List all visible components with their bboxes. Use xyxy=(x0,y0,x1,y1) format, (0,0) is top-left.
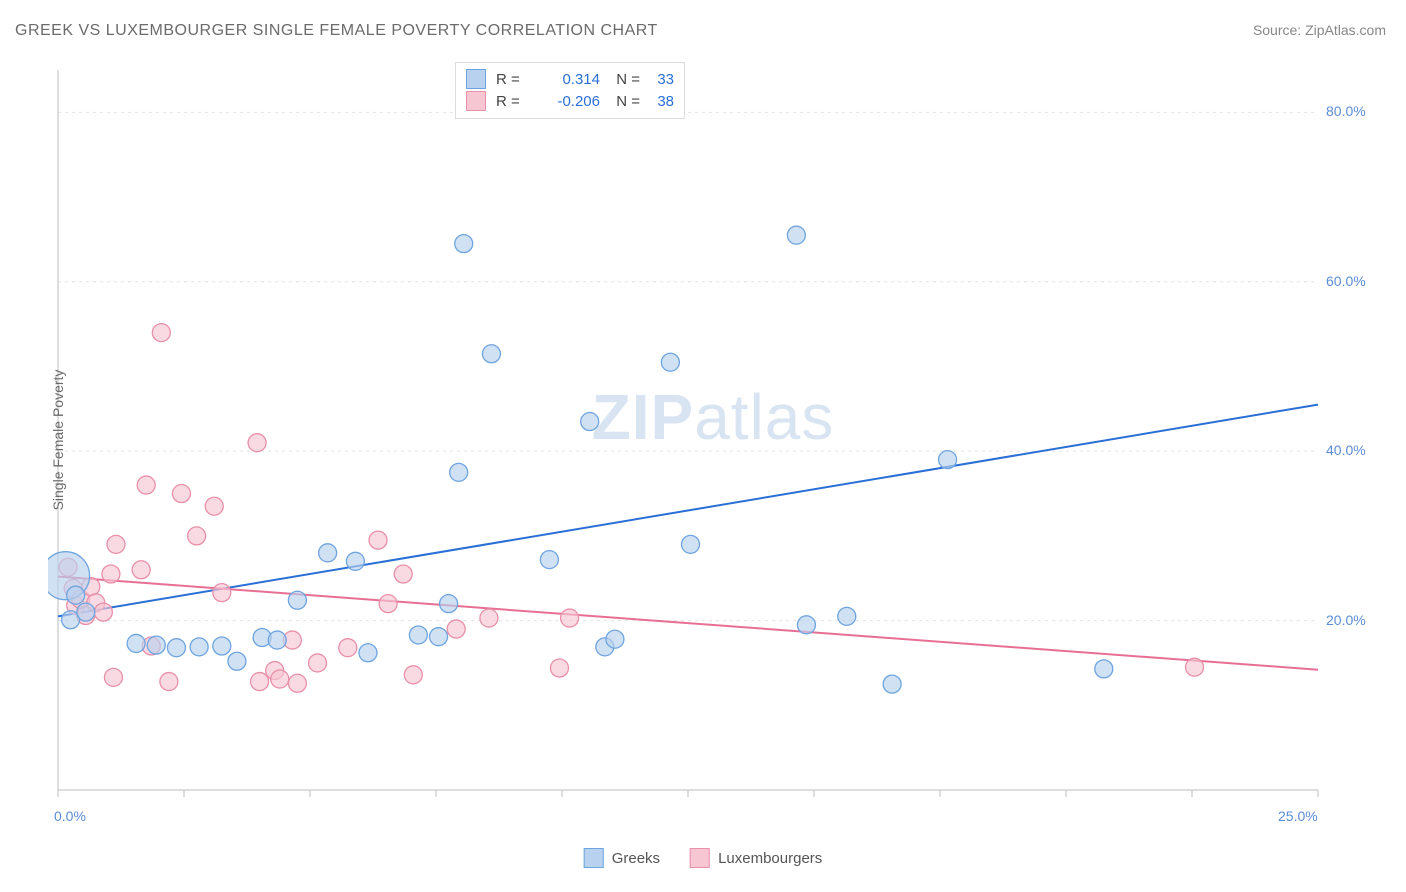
stats-row-greeks: R = 0.314 N = 33 xyxy=(466,68,674,90)
bottom-legend: Greeks Luxembourgers xyxy=(584,848,823,868)
legend-item-luxembourgers: Luxembourgers xyxy=(690,848,822,868)
r-label: R = xyxy=(496,93,530,110)
source-label: Source: ZipAtlas.com xyxy=(1253,22,1386,38)
r-label: R = xyxy=(496,71,530,88)
x-tick-label: 0.0% xyxy=(54,808,86,824)
stats-row-luxembourgers: R = -0.206 N = 38 xyxy=(466,90,674,112)
swatch-luxembourgers xyxy=(466,91,486,111)
y-tick-label: 60.0% xyxy=(1326,273,1366,289)
x-tick-label: 25.0% xyxy=(1278,808,1318,824)
chart-title: GREEK VS LUXEMBOURGER SINGLE FEMALE POVE… xyxy=(15,22,658,40)
n-value: 38 xyxy=(640,93,674,110)
scatter-plot xyxy=(48,60,1378,820)
y-tick-label: 80.0% xyxy=(1326,103,1366,119)
plot-area: Single Female Poverty ZIPatlas xyxy=(48,60,1378,820)
swatch-luxembourgers xyxy=(690,848,710,868)
chart-frame: GREEK VS LUXEMBOURGER SINGLE FEMALE POVE… xyxy=(0,0,1406,892)
stats-legend: R = 0.314 N = 33 R = -0.206 N = 38 xyxy=(455,62,685,119)
y-axis-label: Single Female Poverty xyxy=(50,370,66,511)
n-value: 33 xyxy=(640,71,674,88)
r-value: 0.314 xyxy=(530,71,600,88)
swatch-greeks xyxy=(584,848,604,868)
y-tick-label: 40.0% xyxy=(1326,442,1366,458)
legend-label: Luxembourgers xyxy=(718,850,822,867)
n-label: N = xyxy=(600,71,640,88)
y-tick-label: 20.0% xyxy=(1326,612,1366,628)
n-label: N = xyxy=(600,93,640,110)
swatch-greeks xyxy=(466,69,486,89)
legend-label: Greeks xyxy=(612,850,660,867)
r-value: -0.206 xyxy=(530,93,600,110)
legend-item-greeks: Greeks xyxy=(584,848,660,868)
